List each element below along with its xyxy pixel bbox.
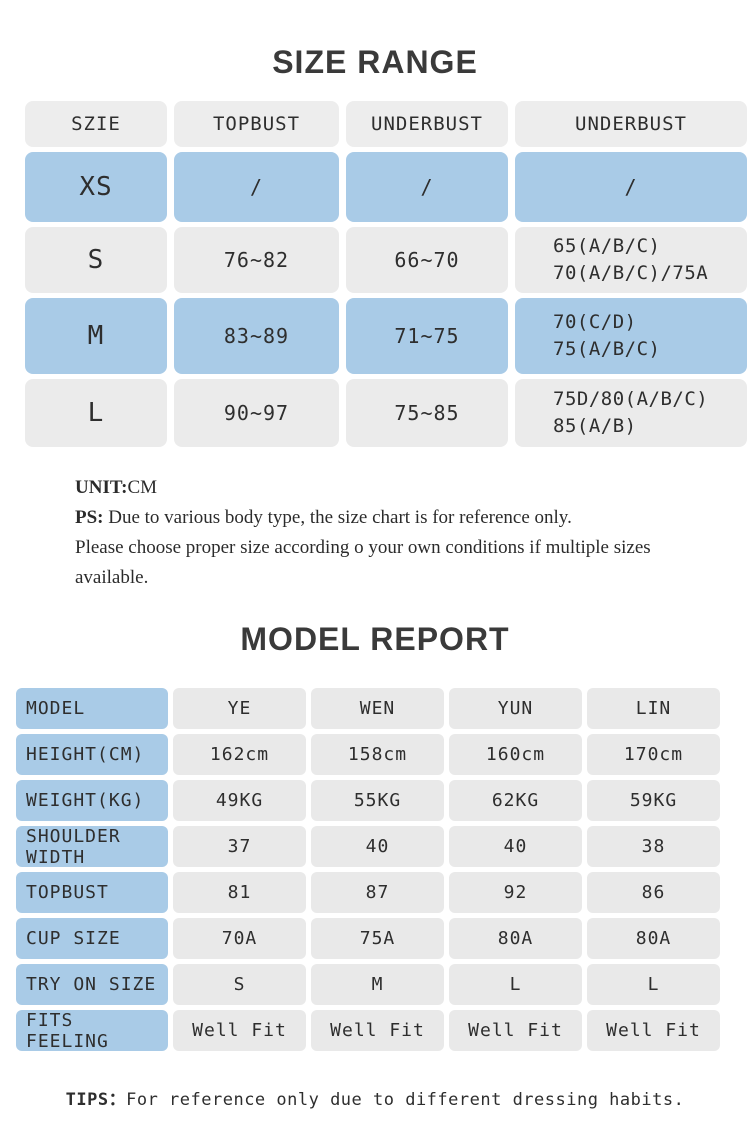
model-cell: Well Fit	[449, 1010, 582, 1051]
model-cell: 80A	[449, 918, 582, 959]
size-cell-m: M	[25, 298, 167, 374]
shoulder-row-label: SHOULDER WIDTH	[16, 826, 168, 868]
model-row-label: MODEL	[16, 688, 168, 729]
model-cell: 86	[587, 872, 720, 913]
size-table-header-topbust: TOPBUST	[174, 101, 339, 147]
model-cell: 80A	[587, 918, 720, 959]
value-cell: 65(A/B/C) 70(A/B/C)/75A	[515, 227, 747, 293]
height-row-label: HEIGHT(CM)	[16, 734, 168, 775]
model-cell: 87	[311, 872, 444, 913]
unit-label: UNIT:	[75, 477, 128, 498]
model-cell: 81	[173, 872, 306, 913]
advice-note: Please choose proper size according o yo…	[75, 537, 651, 588]
value-cell: /	[515, 152, 747, 222]
model-cell: 92	[449, 872, 582, 913]
model-cell: YUN	[449, 688, 582, 729]
size-table-header-underbust: UNDERBUST	[346, 101, 508, 147]
model-cell: 75A	[311, 918, 444, 959]
model-cell: 38	[587, 826, 720, 867]
tips-label: TIPS：	[65, 1090, 127, 1110]
tips-text: For reference only due to different dres…	[126, 1090, 685, 1110]
ps-note: PS: Due to various body type, the size c…	[75, 503, 690, 533]
weight-row-label: WEIGHT(KG)	[16, 780, 168, 821]
model-cell: Well Fit	[173, 1010, 306, 1051]
model-report-table: MODEL YE WEN YUN LIN HEIGHT(CM) 162cm 15…	[16, 688, 750, 1052]
ps-label: PS:	[75, 507, 104, 528]
model-cell: 40	[449, 826, 582, 867]
model-cell: 170cm	[587, 734, 720, 775]
model-cell: YE	[173, 688, 306, 729]
topbust-row-label: TOPBUST	[16, 872, 168, 913]
unit-value: CM	[127, 477, 158, 498]
model-cell: LIN	[587, 688, 720, 729]
model-report-title: MODEL REPORT	[240, 621, 510, 657]
model-cell: 59KG	[587, 780, 720, 821]
value-cell: 75D/80(A/B/C) 85(A/B)	[515, 379, 747, 447]
model-cell: Well Fit	[311, 1010, 444, 1051]
value-cell: /	[174, 152, 339, 222]
model-cell: S	[173, 964, 306, 1005]
model-cell: L	[587, 964, 720, 1005]
model-cell: 49KG	[173, 780, 306, 821]
fits-feeling-row-label: FITS FEELING	[16, 1010, 168, 1052]
model-cell: 162cm	[173, 734, 306, 775]
value-cell: 75~85	[346, 379, 508, 447]
size-notes: UNIT:CM PS: Due to various body type, th…	[75, 473, 690, 593]
cup-size-row-label: CUP SIZE	[16, 918, 168, 959]
value-cell: 71~75	[346, 298, 508, 374]
tips-note: TIPS：For reference only due to different…	[0, 1085, 750, 1110]
value-cell: 90~97	[174, 379, 339, 447]
ps-text: Due to various body type, the size chart…	[103, 507, 572, 528]
model-cell: 40	[311, 826, 444, 867]
model-cell: 70A	[173, 918, 306, 959]
model-cell: 62KG	[449, 780, 582, 821]
value-cell: 76~82	[174, 227, 339, 293]
model-cell: 160cm	[449, 734, 582, 775]
model-cell: Well Fit	[587, 1010, 720, 1051]
model-cell: WEN	[311, 688, 444, 729]
model-cell: M	[311, 964, 444, 1005]
try-on-size-row-label: TRY ON SIZE	[16, 964, 168, 1005]
size-table-header-underbust2: UNDERBUST	[515, 101, 747, 147]
unit-note: UNIT:CM	[75, 473, 690, 503]
value-cell: 83~89	[174, 298, 339, 374]
size-cell-l: L	[25, 379, 167, 447]
model-cell: 55KG	[311, 780, 444, 821]
size-cell-xs: XS	[25, 152, 167, 222]
size-table-header-size: SZIE	[25, 101, 167, 147]
value-cell: 66~70	[346, 227, 508, 293]
size-range-title: SIZE RANGE	[272, 44, 478, 80]
value-cell: /	[346, 152, 508, 222]
model-cell: 37	[173, 826, 306, 867]
value-cell: 70(C/D) 75(A/B/C)	[515, 298, 747, 374]
model-cell: L	[449, 964, 582, 1005]
model-cell: 158cm	[311, 734, 444, 775]
size-cell-s: S	[25, 227, 167, 293]
size-range-table: SZIE TOPBUST UNDERBUST UNDERBUST XS / / …	[25, 101, 750, 447]
